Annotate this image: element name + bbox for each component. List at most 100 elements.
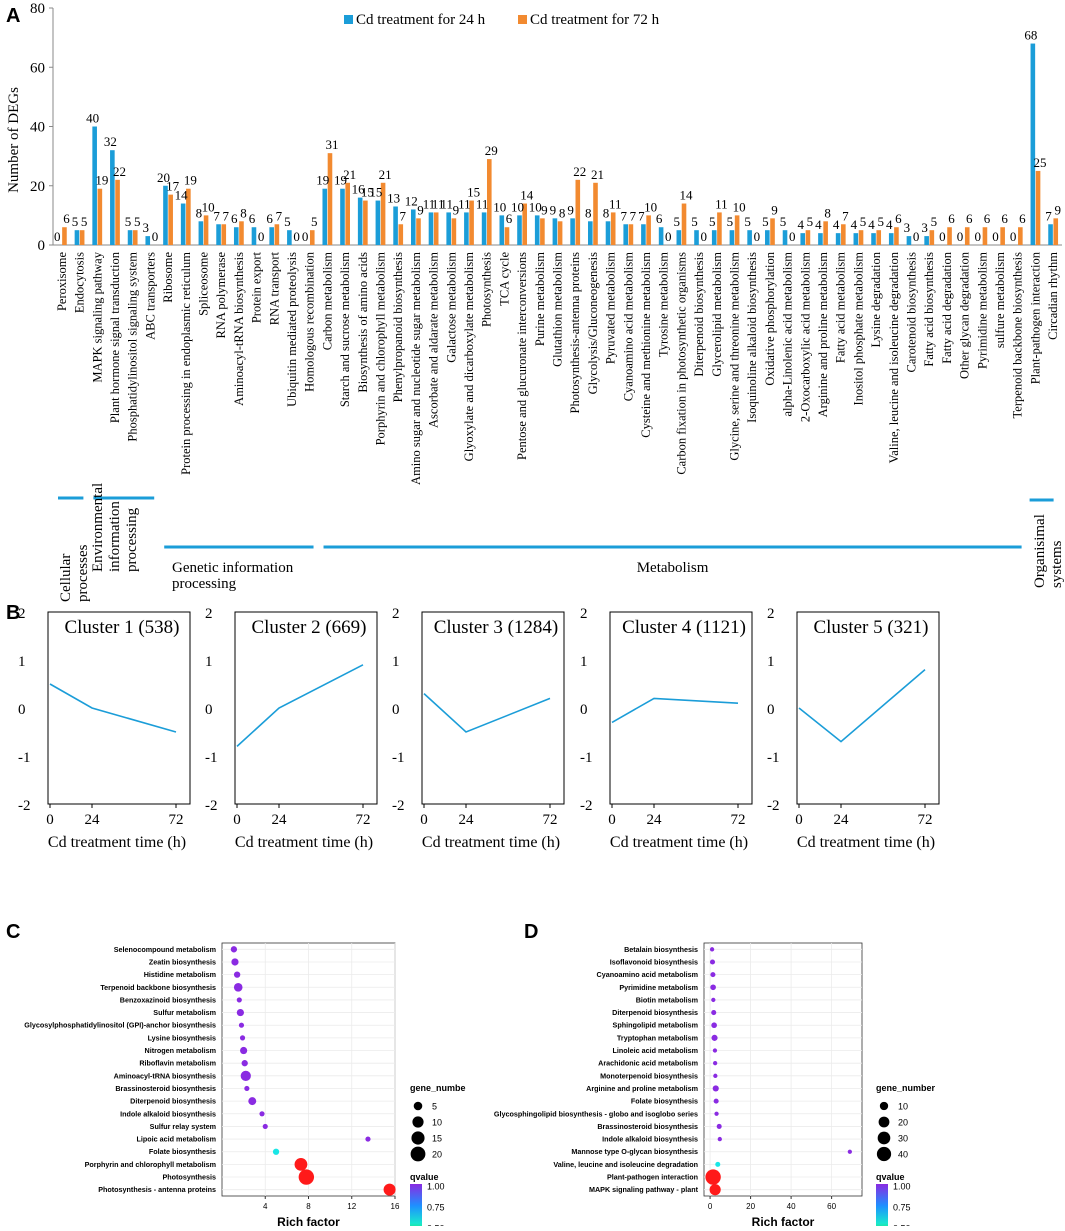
category-label: Biosynthesis of amino acids <box>356 252 370 393</box>
enrichment-point <box>709 1184 721 1196</box>
bar-72h-label: 17 <box>166 179 180 194</box>
bar-24h <box>145 236 151 245</box>
bar-24h <box>216 224 221 245</box>
xtick-label: 16 <box>391 1202 400 1211</box>
size-legend-label: 20 <box>432 1150 442 1160</box>
legend-swatch-24h <box>344 15 353 24</box>
bar-72h-label: 0 <box>700 229 707 244</box>
bar-24h <box>906 236 912 245</box>
enrichment-point <box>238 1022 245 1028</box>
bar-72h <box>646 215 651 245</box>
category-label: Protein processing in endoplasmic reticu… <box>179 252 193 475</box>
bar-72h-label: 6 <box>966 211 973 226</box>
size-legend-dot <box>878 1116 890 1128</box>
category-label: Photosynthesis <box>480 252 494 327</box>
enrichment-point <box>709 959 716 965</box>
category-label: Photosynthesis-antenna proteins <box>568 252 582 414</box>
bar-72h <box>1035 170 1041 245</box>
xtick-label: 20 <box>746 1202 755 1211</box>
bar-72h-label: 21 <box>591 167 604 182</box>
bar-24h-label: 5 <box>780 214 787 229</box>
category-label: Purine metabolism <box>533 252 547 346</box>
term-label: Lysine biosynthesis <box>148 1033 216 1042</box>
bar-72h-label: 8 <box>559 205 566 220</box>
xtick-label: 40 <box>787 1202 796 1211</box>
category-label: Diterpenoid biosynthesis <box>692 252 706 377</box>
bar-24h <box>676 230 682 245</box>
bar-72h-label: 15 <box>361 185 374 200</box>
cluster-ytick-label: -2 <box>392 798 405 814</box>
category-label: Fatty acid metabolism <box>834 252 848 363</box>
bar-72h <box>486 159 492 245</box>
bar-24h <box>588 221 593 245</box>
bar-24h <box>871 233 876 245</box>
color-legend-label: 1.00 <box>893 1182 911 1192</box>
bar-72h <box>593 182 598 245</box>
bar-72h <box>894 227 899 245</box>
category-label: Ribosome <box>161 252 175 303</box>
size-legend-label: 30 <box>898 1134 908 1144</box>
bar-72h <box>62 227 67 245</box>
category-label: Carbon metabolism <box>320 252 334 351</box>
category-label: Other glycan degradation <box>958 251 972 379</box>
bar-24h-label: 5 <box>727 214 734 229</box>
cluster-ytick-label: -2 <box>767 798 780 814</box>
category-label: Aminoacyl-tRNA biosynthesis <box>232 252 246 406</box>
cluster-xlabel: Cd treatment time (h) <box>610 834 748 851</box>
panel-c-enrichment-bubbles: 4 8 12 16 Rich factor Selenocompound metaboli… <box>24 942 466 1231</box>
color-legend-label: 1.00 <box>427 1182 445 1192</box>
bar-72h <box>504 227 510 245</box>
enrichment-point <box>240 1046 248 1055</box>
category-label: Lysine degradation <box>869 251 883 347</box>
bar-72h-label: 22 <box>113 164 126 179</box>
enrichment-point <box>712 1048 718 1053</box>
legend-label-72h: Cd treatment for 72 h <box>530 12 660 28</box>
bar-72h <box>858 230 864 245</box>
bar-24h-label: 68 <box>1024 28 1037 43</box>
bar-72h <box>734 215 740 245</box>
category-label: sulfure metabolism <box>993 252 1007 348</box>
bar-72h-label: 15 <box>467 185 480 200</box>
term-label: MAPK signaling pathway - plant <box>589 1185 699 1194</box>
panel-label-d: D <box>524 921 538 943</box>
bar-72h-label: 19 <box>95 173 108 188</box>
panel-d-enrichment-bubbles: 0 20 40 60 Rich factor Betalain biosynthesis I… <box>494 942 936 1231</box>
xtick-label: 60 <box>827 1202 836 1211</box>
group-label: information <box>107 501 123 572</box>
bar-72h-label: 14 <box>680 188 694 203</box>
enrichment-point <box>709 947 715 952</box>
bar-72h-label: 8 <box>240 205 247 220</box>
bar-72h-label: 11 <box>432 196 445 211</box>
cluster-xtick-label: 24 <box>272 812 288 828</box>
size-legend-dot <box>413 1101 423 1111</box>
bar-72h <box>628 224 634 245</box>
legend-swatch-72h <box>518 15 527 24</box>
enrichment-point <box>711 1010 717 1016</box>
bar-72h-label: 6 <box>984 211 991 226</box>
enrichment-point <box>711 997 716 1003</box>
group-label: processes <box>75 544 91 602</box>
enrichment-point <box>713 1098 719 1104</box>
category-label: Inositol phosphate metabolism <box>851 252 865 406</box>
size-legend-dot <box>410 1146 426 1162</box>
cluster-ytick-label: -1 <box>580 750 593 766</box>
bar-72h-label: 21 <box>379 167 392 182</box>
bar-24h <box>481 212 487 245</box>
bar-72h <box>947 227 952 245</box>
bar-72h <box>929 230 935 245</box>
bar-72h <box>982 227 988 245</box>
bar-24h-label: 0 <box>957 229 964 244</box>
bar-24h <box>127 230 133 245</box>
enrichment-point <box>711 1034 718 1041</box>
bar-24h <box>1048 224 1053 245</box>
bar-72h-label: 25 <box>1034 155 1047 170</box>
bar-72h <box>1018 227 1023 245</box>
enrichment-point <box>248 1097 257 1106</box>
cluster-ytick-label: 0 <box>767 702 775 718</box>
bar-24h-label: 4 <box>886 217 893 232</box>
term-label: Tryptophan metabolism <box>617 1033 698 1042</box>
bar-24h-label: 6 <box>656 211 663 226</box>
enrichment-point <box>710 984 716 991</box>
category-label: Tyrosine metabolism <box>657 252 671 357</box>
